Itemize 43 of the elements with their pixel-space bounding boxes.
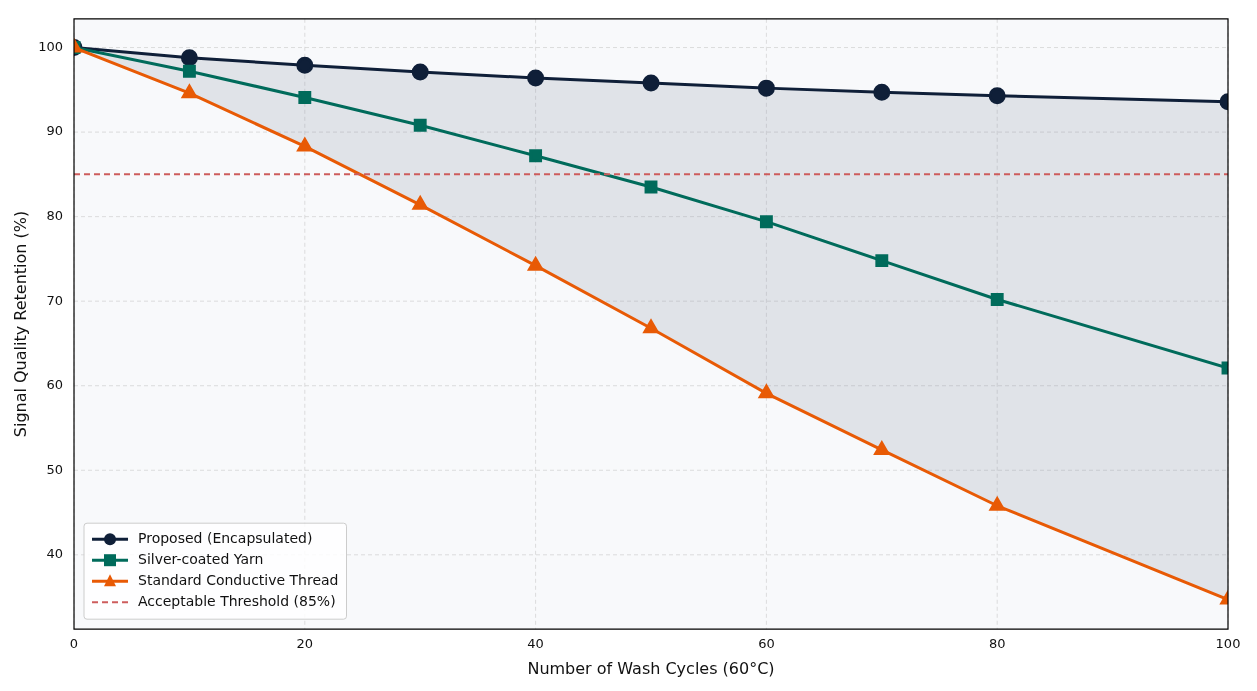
y-axis-title: Signal Quality Retention (%) <box>10 210 30 438</box>
point <box>297 137 313 152</box>
point <box>989 497 1005 511</box>
x-tick-label: 100 <box>1215 636 1241 652</box>
point <box>182 64 196 78</box>
point <box>528 257 544 271</box>
point <box>642 74 660 92</box>
legend-label: Proposed (Encapsulated) <box>138 529 313 546</box>
point <box>180 49 198 67</box>
legend-label: Standard Conductive Thread <box>138 571 339 588</box>
point <box>527 69 545 87</box>
point <box>873 83 891 101</box>
point <box>296 56 314 74</box>
point <box>181 84 197 99</box>
y-tick-label: 40 <box>46 546 64 562</box>
legend-label: Silver-coated Yarn <box>138 550 264 567</box>
y-tick-label: 100 <box>38 38 64 54</box>
point <box>529 149 543 163</box>
x-tick-label: 40 <box>527 636 544 652</box>
legend-label: Acceptable Threshold (85%) <box>138 592 336 609</box>
x-tick-label: 60 <box>758 636 775 652</box>
y-tick-label: 70 <box>46 292 64 308</box>
x-axis-title: Number of Wash Cycles (60°C) <box>527 658 775 678</box>
point <box>757 79 775 97</box>
point <box>413 118 427 132</box>
y-tick-label: 80 <box>46 208 64 224</box>
point <box>411 63 429 81</box>
point <box>298 90 312 104</box>
x-tick-label: 80 <box>988 636 1006 652</box>
y-tick-label: 90 <box>46 123 64 139</box>
point <box>874 441 890 455</box>
x-tick-label: 0 <box>69 636 79 652</box>
point <box>875 254 889 268</box>
point <box>412 196 428 210</box>
point <box>759 215 773 229</box>
point <box>643 319 659 334</box>
x-tick-label: 20 <box>296 636 314 652</box>
point <box>644 180 658 194</box>
point <box>758 384 774 399</box>
point <box>990 293 1004 306</box>
y-tick-label: 50 <box>46 461 64 477</box>
point <box>988 87 1006 105</box>
y-tick-label: 60 <box>46 377 64 393</box>
